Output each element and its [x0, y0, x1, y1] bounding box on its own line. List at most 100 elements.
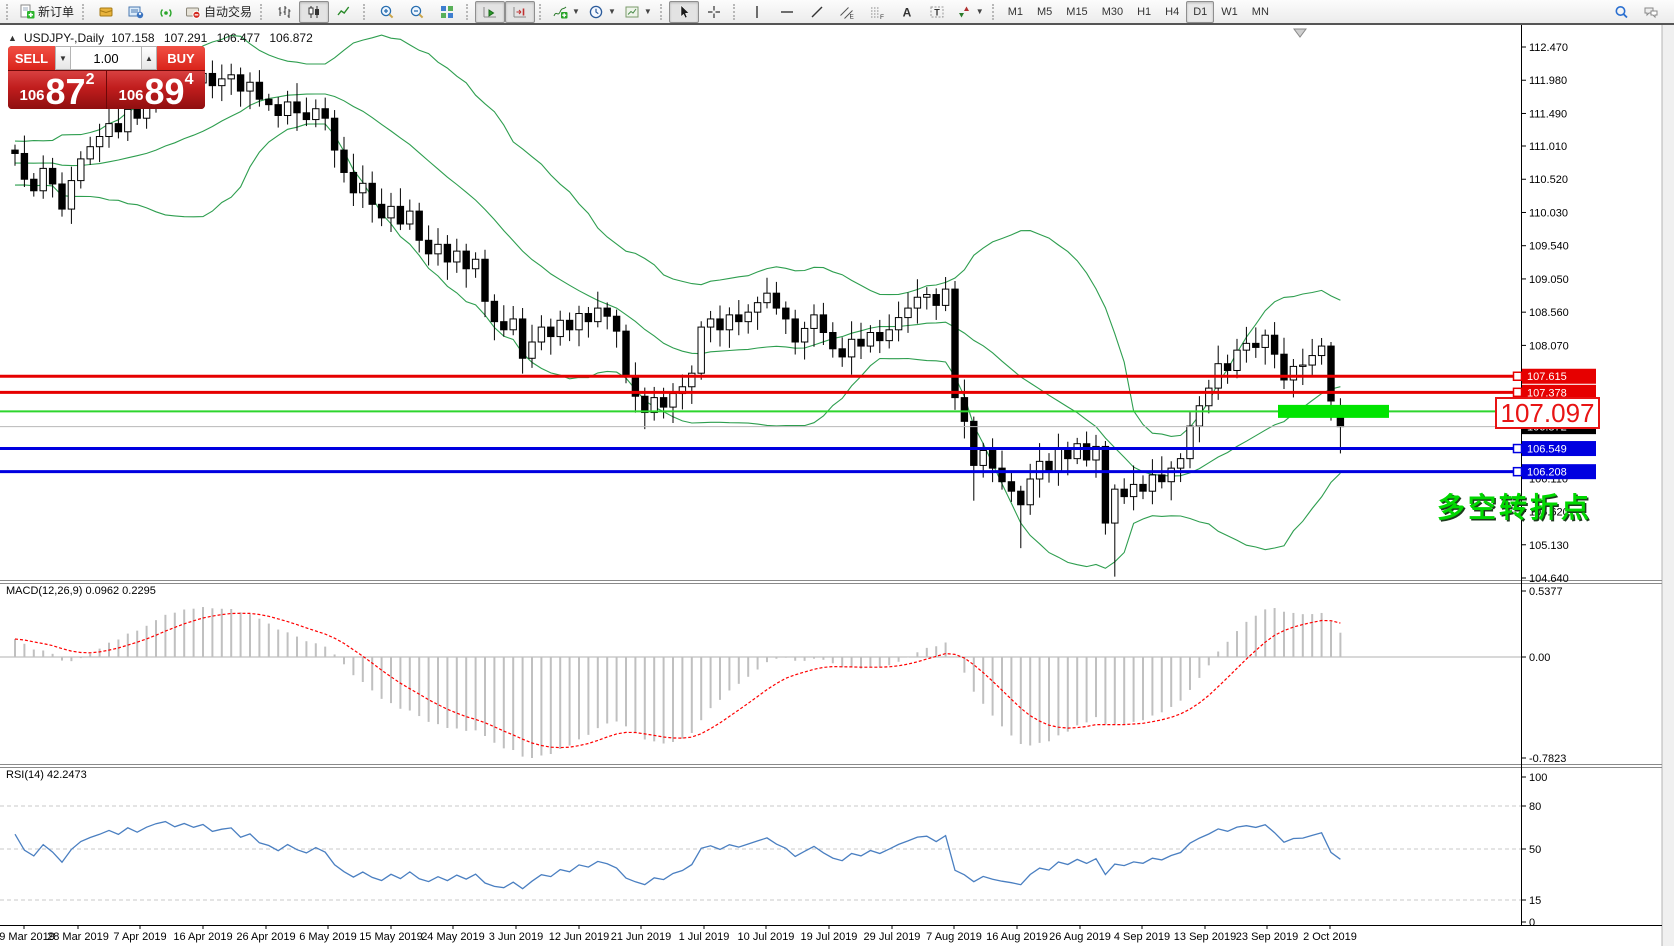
timeframe-m5-button[interactable]: M5	[1037, 5, 1053, 18]
macd-tick-label: 0.5377	[1529, 586, 1563, 598]
bar-chart-button[interactable]	[269, 1, 299, 23]
volume-increase-button[interactable]: ▲	[141, 46, 157, 70]
market-watch-button[interactable]	[91, 1, 121, 23]
data-window-icon	[128, 4, 144, 20]
open-value: 107.158	[111, 31, 155, 45]
new-order-button[interactable]: 新订单	[15, 1, 78, 23]
cursor-button[interactable]	[668, 0, 699, 23]
candle	[960, 397, 969, 422]
chart-shift-marker[interactable]	[1293, 28, 1307, 38]
toolbar-grip	[260, 3, 265, 20]
turning-point-annotation[interactable]: 多空转折点	[1437, 492, 1593, 523]
line-chart-button[interactable]	[329, 1, 359, 23]
svg-text:F: F	[880, 14, 884, 20]
timeframe-w1-button[interactable]: W1	[1221, 5, 1238, 18]
date-tick-label: 4 Sep 2019	[1114, 931, 1170, 943]
candlestick-button[interactable]	[299, 0, 330, 23]
signals-button[interactable]	[151, 1, 181, 23]
horizontal-lines[interactable]	[0, 374, 1521, 474]
dropdown-caret[interactable]: ▼	[607, 7, 616, 16]
timeframe-m1-button[interactable]: M1	[1007, 5, 1023, 18]
toolbar-grip	[991, 3, 997, 20]
candle	[434, 243, 442, 255]
auto-scroll-button[interactable]	[475, 0, 506, 23]
candle	[641, 395, 649, 414]
chat-button[interactable]	[1636, 1, 1666, 23]
pivot-highlight-rect[interactable]	[1278, 404, 1389, 418]
timeframe-m30-button[interactable]: M30	[1101, 5, 1124, 18]
price-tick-label: 111.490	[1529, 108, 1567, 120]
volume-decrease-button[interactable]: ▼	[55, 46, 71, 70]
one-click-collapse-arrow[interactable]: ▲	[8, 33, 17, 43]
autotrading-button-label: 自动交易	[204, 5, 253, 19]
candle	[255, 81, 264, 100]
price-tick-label: 104.640	[1529, 573, 1569, 585]
periods-icon	[588, 4, 604, 20]
price-badge-label: 107.378	[1527, 387, 1567, 399]
svg-text:E: E	[849, 13, 854, 20]
volume-input[interactable]	[71, 46, 141, 70]
toolbar-grip	[539, 3, 544, 20]
timeframe-mn-button[interactable]: MN	[1251, 5, 1269, 18]
candle	[565, 319, 574, 331]
candle	[612, 315, 621, 332]
search-button[interactable]	[1606, 1, 1636, 23]
candle	[387, 205, 395, 219]
candle	[951, 288, 959, 399]
price-tick-label: 112.470	[1529, 42, 1568, 54]
label-button[interactable]: T	[922, 1, 952, 23]
dropdown-caret[interactable]: ▼	[572, 7, 580, 16]
price-tick-label: 105.620	[1529, 507, 1569, 519]
rsi-tick-label: 15	[1529, 895, 1541, 907]
price-badge-resistance-1	[1522, 368, 1596, 384]
zoom-in-button[interactable]	[372, 1, 402, 23]
vertical-line-button[interactable]	[742, 1, 772, 23]
price-callout-label[interactable]: 107.097	[1495, 397, 1600, 429]
zoom-out-button[interactable]	[402, 1, 432, 23]
sell-button[interactable]: SELL	[8, 46, 55, 70]
periods-button[interactable]: ▼	[584, 1, 620, 23]
candle	[885, 329, 893, 342]
market-watch-icon	[98, 4, 114, 20]
tile-windows-button[interactable]	[432, 1, 462, 23]
candle	[1073, 443, 1081, 460]
text-button[interactable]: A	[892, 1, 922, 23]
date-tick-label: 2 Oct 2019	[1303, 931, 1357, 943]
fibonacci-button[interactable]: F	[862, 1, 892, 23]
candle	[274, 104, 282, 116]
arrows-button[interactable]: ▼	[952, 1, 988, 23]
horizontal-line-button[interactable]	[772, 1, 802, 23]
price-badge-label: 107.615	[1527, 371, 1567, 383]
channel-button[interactable]: E	[832, 1, 862, 23]
crosshair-icon	[706, 4, 722, 20]
candle	[688, 372, 696, 388]
candle	[1205, 387, 1213, 407]
buy-price-button[interactable]: 106 89 4	[107, 71, 205, 110]
rsi-panel	[0, 805, 1521, 901]
date-tick-label: 19 Jul 2019	[801, 931, 858, 943]
candle	[970, 420, 978, 466]
fibonacci-icon: F	[869, 4, 885, 20]
trendline-button[interactable]	[802, 1, 832, 23]
timeframe-h4-button[interactable]: H4	[1165, 5, 1180, 18]
dropdown-caret[interactable]: ▼	[975, 7, 984, 16]
autotrading-button[interactable]: 自动交易	[181, 1, 256, 23]
templates-button[interactable]: ▼	[620, 1, 656, 23]
dropdown-caret[interactable]: ▼	[643, 7, 652, 16]
sell-price-button[interactable]: 106 87 2	[8, 71, 106, 110]
toolbar-grip	[363, 3, 368, 20]
timeframe-h1-button[interactable]: H1	[1137, 5, 1152, 18]
timeframe-d1-button[interactable]: D1	[1186, 0, 1215, 23]
rsi-label: RSI(14) 42.2473	[6, 769, 87, 781]
data-window-button[interactable]	[121, 1, 151, 23]
rsi-tick-label: 50	[1529, 844, 1541, 856]
date-tick-label: 6 May 2019	[299, 931, 356, 943]
buy-button[interactable]: BUY	[157, 46, 205, 70]
candle	[302, 112, 311, 121]
indicators-button[interactable]: ▼	[548, 1, 584, 23]
timeframe-m15-button[interactable]: M15	[1066, 5, 1088, 18]
chart-shift-button[interactable]	[505, 0, 536, 23]
rsi-tick-label: 0	[1529, 917, 1535, 929]
candle	[265, 98, 273, 106]
crosshair-button[interactable]	[699, 1, 729, 23]
